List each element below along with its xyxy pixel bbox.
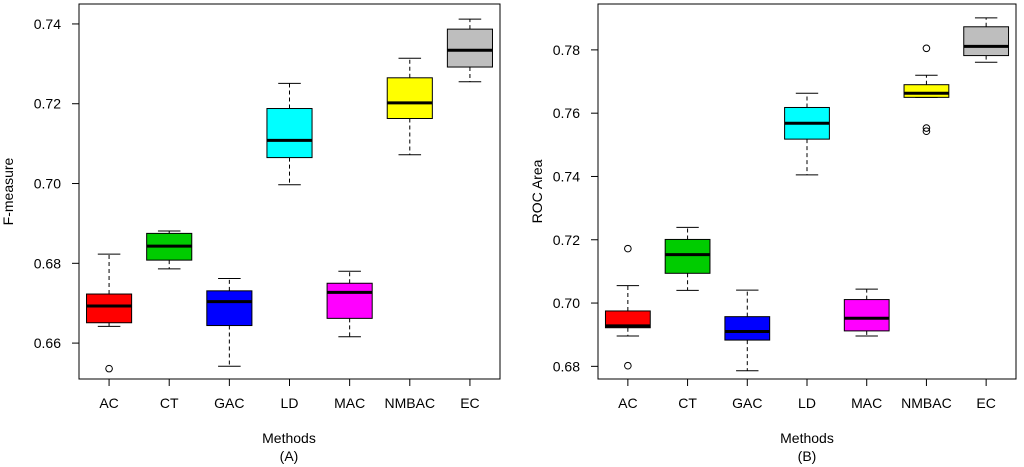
y-tick-label: 0.72: [34, 96, 61, 112]
box-gac: [724, 289, 771, 372]
y-tick-label: 0.70: [34, 176, 61, 192]
x-tick-label-ac: AC: [99, 395, 118, 411]
plot-frame: [597, 3, 1017, 380]
box-ct: [146, 230, 193, 270]
x-tick-label-nmbac: NMBAC: [385, 395, 436, 411]
y-axis-title: ROC Area: [529, 159, 545, 223]
box-body: [206, 290, 253, 327]
y-tick-label: 0.74: [34, 16, 61, 32]
x-axis-title: Methods: [262, 430, 316, 446]
x-tick-label-ld: LD: [281, 395, 299, 411]
y-tick-label: 0.78: [553, 42, 580, 58]
box-gac: [206, 277, 253, 367]
box-body: [963, 26, 1010, 57]
box-body: [86, 293, 133, 324]
x-tick-label-mac: MAC: [851, 395, 882, 411]
box-mac: [843, 288, 890, 337]
x-tick-label-ct: CT: [678, 395, 697, 411]
box-nmbac: [386, 57, 433, 156]
y-tick-label: 0.68: [553, 358, 580, 374]
panel-b: 0.68 0.70 0.72 0.74 0.76 0.78 ROC Area AC CT GAC L…: [529, 3, 1017, 464]
box-ec: [446, 18, 493, 83]
x-tick-label-mac: MAC: [334, 395, 365, 411]
plot-frame: [78, 3, 501, 380]
box-body: [266, 108, 313, 159]
box-body: [664, 238, 711, 274]
x-tick-label-ld: LD: [798, 395, 816, 411]
outlier-point: [922, 124, 931, 132]
outlier-point: [624, 244, 632, 253]
x-tick-label-ac: AC: [618, 395, 637, 411]
box-ec: [963, 17, 1010, 63]
y-tick-label: 0.74: [553, 168, 580, 184]
x-tick-label-ec: EC: [976, 395, 995, 411]
box-body: [604, 310, 651, 329]
y-tick-label: 0.76: [553, 105, 580, 121]
box-ac: [604, 244, 651, 370]
outlier-point: [105, 364, 113, 373]
box-body: [903, 84, 950, 98]
y-axis-title: F-measure: [0, 157, 16, 225]
panel-label: (B): [798, 448, 817, 464]
x-axis-title: Methods: [780, 430, 834, 446]
box-body: [446, 28, 493, 68]
outlier-point: [922, 44, 931, 53]
x-tick-label-ct: CT: [160, 395, 179, 411]
outlier-point: [624, 361, 632, 370]
box-mac: [326, 270, 373, 338]
x-tick-label-nmbac: NMBAC: [901, 395, 952, 411]
x-tick-label-gac: GAC: [732, 395, 762, 411]
box-body: [386, 77, 433, 119]
x-tick-label-ec: EC: [460, 395, 479, 411]
box-body: [724, 316, 771, 341]
box-nmbac: [903, 44, 950, 136]
y-tick-label: 0.72: [553, 232, 580, 248]
x-tick-label-gac: GAC: [214, 395, 244, 411]
box-body: [843, 299, 890, 332]
box-ld: [266, 82, 313, 186]
panel-label: (A): [280, 448, 299, 464]
box-ac: [86, 253, 133, 373]
outlier-point: [922, 127, 931, 136]
box-ld: [784, 92, 830, 176]
y-tick-label: 0.68: [34, 255, 61, 271]
box-body: [326, 282, 373, 319]
panel-a: 0.66 0.68 0.70 0.72 0.74 F-measure AC CT GAC LD MA…: [0, 3, 501, 464]
y-tick-label: 0.70: [553, 295, 580, 311]
box-ct: [664, 226, 711, 291]
y-tick-label: 0.66: [34, 335, 61, 351]
